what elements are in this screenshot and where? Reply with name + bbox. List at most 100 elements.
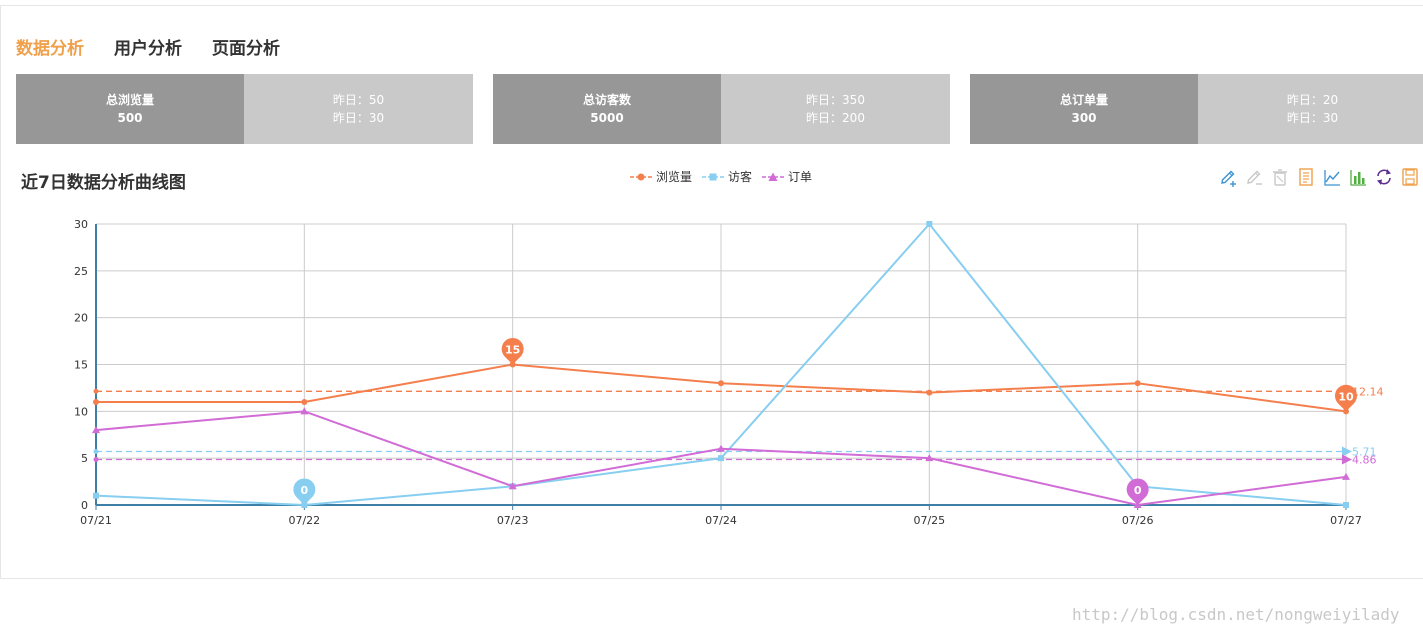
pin-label: 10 (1338, 390, 1354, 403)
legend-line-triangle-icon (762, 172, 785, 181)
mark-point-pin: 10 (1335, 384, 1358, 412)
stat-yesterday-line1: 昨日：20 (1286, 93, 1339, 107)
mean-line-start (93, 449, 99, 455)
y-tick-label: 5 (81, 452, 88, 465)
watermark: http://blog.csdn.net/nongweiyilady (1072, 605, 1400, 624)
stat-side: 昨日：50 昨日：30 (244, 74, 473, 144)
mark-point-pin: 0 (293, 478, 316, 505)
stat-value: 300 (1071, 111, 1097, 125)
y-tick-label: 15 (74, 359, 88, 372)
tab-page-analysis[interactable]: 页面分析 (212, 39, 280, 59)
data-point (508, 482, 517, 490)
legend-line-square-icon (702, 173, 725, 180)
y-tick-label: 0 (81, 499, 88, 512)
mean-line-arrow (1342, 446, 1352, 457)
y-tick-label: 30 (74, 218, 88, 231)
mean-line-start (93, 388, 99, 394)
data-point (92, 426, 100, 434)
mark-pen-icon[interactable] (1219, 167, 1237, 187)
stat-card-visitors: 总访客数 5000 昨日：350 昨日：200 (493, 74, 950, 144)
mean-value-label: 12.14 (1352, 385, 1384, 398)
legend-item-pageviews[interactable]: 浏览量 (630, 168, 692, 185)
stat-title: 总订单量 (1059, 93, 1108, 107)
stat-yesterday-line2: 昨日：30 (1286, 111, 1339, 125)
mean-lines: 12.14 5.714.86 (93, 385, 1384, 466)
stat-title: 总访客数 (582, 93, 631, 107)
restore-icon[interactable] (1375, 167, 1393, 187)
chart-heading: 近7日数据分析曲线图 (21, 173, 186, 193)
stat-main: 总订单量 300 (970, 74, 1198, 144)
x-tick-label: 07/25 (913, 514, 945, 527)
mean-value-label: 4.86 (1352, 453, 1377, 466)
x-tick-label: 07/23 (497, 514, 529, 527)
pin-shape (501, 337, 524, 365)
data-point (718, 380, 724, 387)
data-point (718, 455, 724, 462)
chart-axes: 0 5 10 15 20 25 30 07/21 07/22 07/23 07/24 07/25 07/… (74, 218, 1362, 527)
mark-point-pin: 15 (501, 337, 524, 365)
stat-yesterday-line2: 昨日：30 (332, 111, 385, 125)
stat-main: 总访客数 5000 (493, 74, 721, 144)
pin-shape (1335, 384, 1358, 412)
legend-line-circle-icon (630, 173, 652, 180)
chart-legend: 浏览量 访客 订单 (630, 168, 812, 185)
data-view-icon[interactable] (1297, 167, 1315, 187)
mean-line-start (93, 456, 99, 462)
bar-chart-icon[interactable] (1349, 167, 1367, 187)
data-point (1134, 380, 1141, 387)
mark-undo-icon[interactable] (1245, 167, 1263, 187)
stat-value: 5000 (590, 111, 624, 125)
mark-clear-icon[interactable] (1271, 167, 1289, 187)
stat-yesterday-line2: 昨日：200 (806, 111, 865, 125)
data-point (717, 444, 725, 452)
stat-title: 总浏览量 (105, 93, 154, 107)
data-point (926, 221, 933, 227)
pin-shape (293, 478, 316, 505)
line-chart: 0 5 10 15 20 25 30 07/21 07/22 07/23 07/24 07/25 07/… (74, 218, 1384, 527)
data-point (300, 407, 309, 415)
mark-point-pin: 0 (1126, 478, 1149, 505)
legend-item-visitors[interactable]: 访客 (702, 168, 752, 185)
x-tick-label: 07/27 (1330, 514, 1362, 527)
legend-label: 访客 (728, 170, 753, 184)
data-point (925, 454, 934, 462)
pin-shape (1126, 478, 1149, 505)
data-point (93, 398, 99, 405)
stat-card-orders: 总订单量 300 昨日：20 昨日：30 (970, 74, 1423, 144)
tab-data-analysis[interactable]: 数据分析 (16, 39, 84, 59)
data-point (926, 389, 933, 396)
data-point (1342, 472, 1350, 480)
chart-toolbox (1219, 167, 1419, 187)
pin-label: 0 (1134, 484, 1142, 497)
pin-label: 15 (505, 344, 520, 357)
chart-grid (96, 223, 1347, 505)
save-image-icon[interactable] (1401, 167, 1419, 187)
x-tick-label: 07/21 (80, 514, 112, 527)
data-point (1343, 502, 1349, 508)
stat-yesterday-line1: 昨日：350 (806, 93, 865, 107)
y-tick-label: 20 (74, 312, 88, 325)
pin-label: 0 (301, 484, 309, 497)
stat-side: 昨日：350 昨日：200 (721, 74, 950, 144)
legend-item-orders[interactable]: 订单 (762, 168, 812, 185)
y-tick-label: 25 (74, 265, 88, 278)
line-chart-icon[interactable] (1323, 167, 1341, 187)
stat-value: 500 (117, 111, 143, 125)
legend-label: 浏览量 (656, 170, 693, 184)
stat-yesterday-line1: 昨日：50 (332, 93, 385, 107)
mark-point-pins: 15 10 0 0 (293, 337, 1358, 505)
x-tick-label: 07/24 (705, 514, 737, 527)
data-point (301, 398, 308, 405)
x-tick-label: 07/22 (288, 514, 320, 527)
tab-user-analysis[interactable]: 用户分析 (114, 39, 182, 59)
stat-side: 昨日：20 昨日：30 (1198, 74, 1423, 144)
x-tick-label: 07/26 (1122, 514, 1154, 527)
stat-card-pageviews: 总浏览量 500 昨日：50 昨日：30 (16, 74, 473, 144)
y-tick-label: 10 (74, 405, 88, 418)
legend-label: 订单 (788, 170, 813, 184)
analysis-tabs: 数据分析 用户分析 页面分析 (16, 34, 280, 59)
mean-value-label: 5.71 (1352, 446, 1377, 459)
data-point (93, 492, 99, 499)
stat-cards: 总浏览量 500 昨日：50 昨日：30 总访客数 5000 昨日：350 昨日… (16, 74, 1423, 144)
mean-line-arrow (1342, 454, 1352, 465)
